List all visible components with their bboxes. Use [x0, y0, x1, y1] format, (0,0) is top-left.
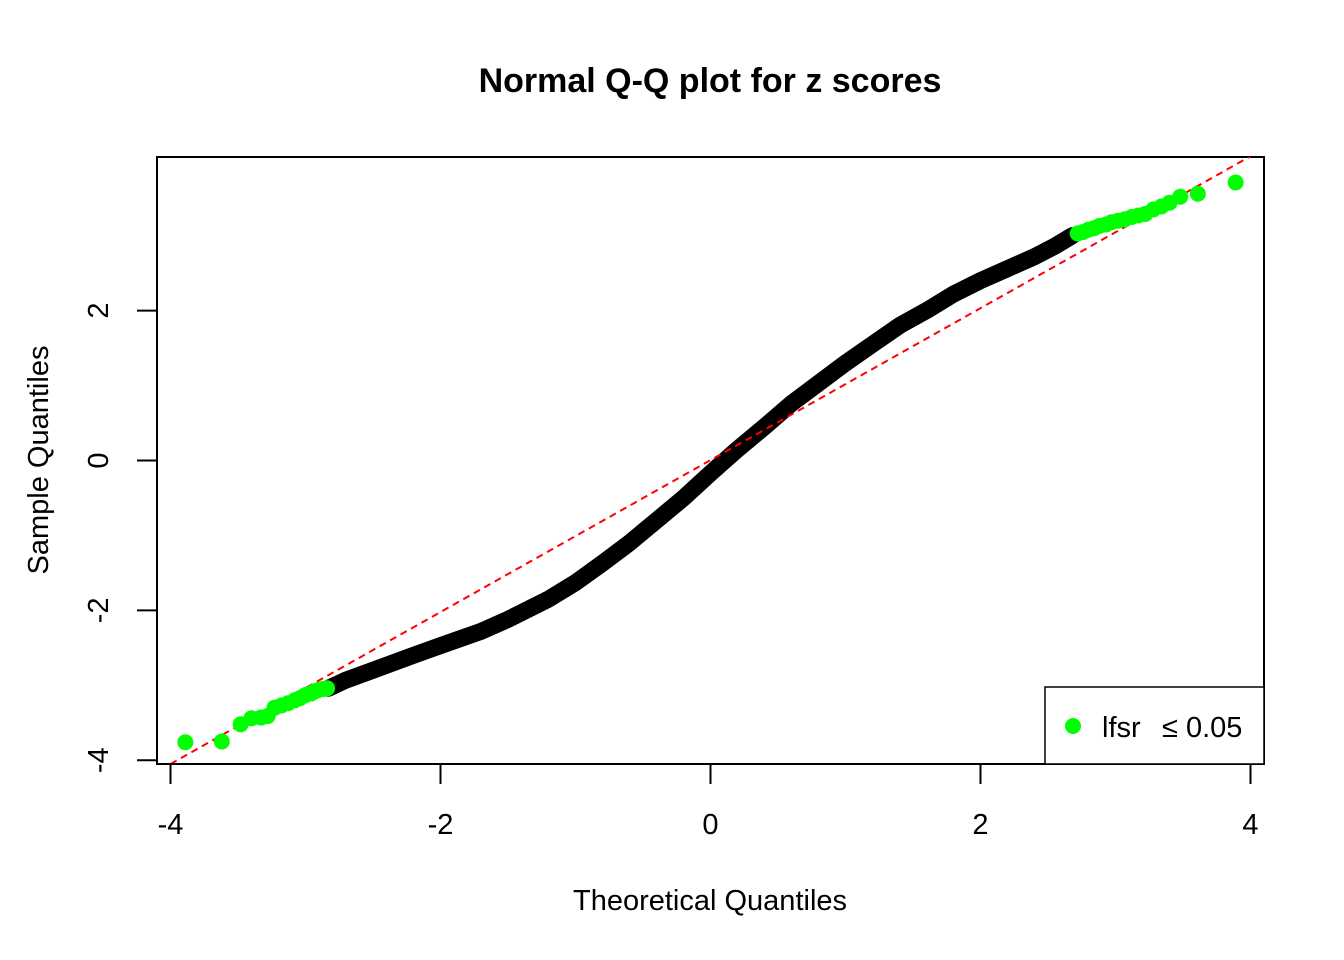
data-point-lfsr — [319, 680, 336, 697]
y-tick-label: 2 — [83, 303, 115, 319]
legend-marker-lfsr — [1065, 718, 1081, 734]
plot-area — [170, 157, 1251, 764]
plot-frame — [156, 156, 1265, 765]
x-tick-label: 4 — [1242, 809, 1258, 841]
x-tick-label: -2 — [428, 809, 454, 841]
data-point-lfsr — [213, 733, 230, 750]
data-point-lfsr — [177, 734, 194, 751]
data-point-lfsr — [1189, 185, 1206, 202]
legend-label-rel: ≤ 0.05 — [1162, 712, 1242, 744]
x-axis-label: Theoretical Quantiles — [573, 885, 847, 917]
chart-title: Normal Q-Q plot for z scores — [479, 62, 942, 100]
data-point-lfsr — [1227, 174, 1244, 191]
legend-label-main: lfsr — [1102, 712, 1141, 744]
y-tick-label: 0 — [83, 452, 115, 468]
y-tick-label: -2 — [83, 597, 115, 623]
y-axis: -4 -2 0 2 — [83, 303, 158, 773]
legend-box — [1044, 686, 1265, 765]
y-axis-label: Sample Quantiles — [23, 346, 55, 575]
sample-points-black — [319, 227, 1081, 697]
x-tick-label: 2 — [972, 809, 988, 841]
x-tick-label: -4 — [158, 809, 184, 841]
y-tick-label: -4 — [83, 747, 115, 773]
legend: lfsr ≤ 0.05 — [1044, 686, 1265, 765]
data-point-lfsr — [1172, 188, 1189, 205]
x-tick-label: 0 — [702, 809, 718, 841]
qq-reference-line — [170, 157, 1251, 764]
x-axis: -4 -2 0 2 4 — [158, 763, 1259, 841]
